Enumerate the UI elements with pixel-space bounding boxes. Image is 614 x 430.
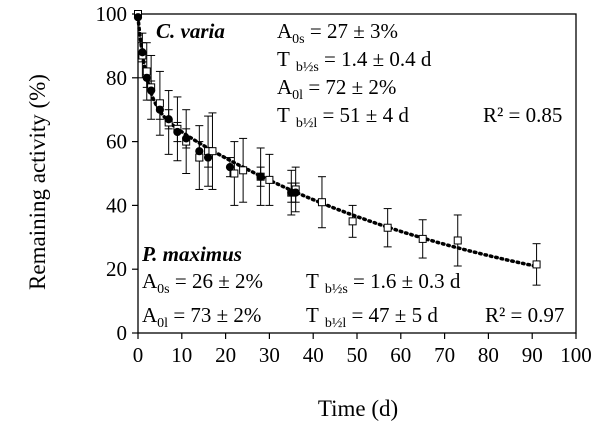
y-tick-label: 60 [106,130,127,154]
c-varia-point [383,223,392,232]
p-maximus-point [182,134,191,143]
p-maximus-point [256,172,265,181]
x-tick-label: 60 [390,343,411,367]
c-varia-point [348,217,357,226]
p-maximus-point [133,13,143,22]
c-varia-r2-annotation: R² = 0.85 [483,103,562,127]
c-varia-point [418,234,427,243]
c-varia-point [532,260,541,269]
c-varia-point [208,147,217,156]
y-tick-label: 40 [106,193,127,217]
x-tick-label: 90 [522,343,543,367]
y-axis: 0 20 40 60 80 100 [96,2,138,345]
p-maximus-point [195,147,204,156]
x-tick-label: 100 [560,343,592,367]
p-maximus-r2-annotation: R² = 0.97 [485,303,564,327]
c-varia-point [230,169,239,178]
fit-curve [136,15,539,269]
data-markers [133,10,541,269]
c-varia-point [317,198,326,207]
y-tick-label: 20 [106,257,127,281]
c-varia-point [453,236,462,245]
p-maximus-a0s-annotation: A0s = 26 ± 2% [142,269,263,297]
x-tick-label: 0 [133,343,144,367]
p-maximus-point [173,127,182,137]
x-axis: 0 10 20 30 40 50 60 70 80 90 100 [133,333,592,367]
x-tick-label: 10 [171,343,192,367]
x-tick-label: 40 [303,343,324,367]
p-maximus-point [164,115,173,124]
y-tick-label: 100 [96,2,128,26]
fit-curve-line [136,15,539,269]
p-maximus-point [225,163,235,172]
p-maximus-point [142,73,151,82]
p-maximus-series-label: P. maximus [141,242,242,266]
x-axis-label: Time (d) [318,396,398,421]
y-tick-label: 80 [106,66,127,90]
c-varia-series-label: C. varia [156,19,225,43]
c-varia-a0s-annotation: A0s = 27 ± 3% [277,19,398,47]
p-maximus-point [138,48,147,57]
c-varia-point [265,175,274,184]
p-maximus-point [147,86,156,95]
x-tick-label: 30 [259,343,280,367]
x-tick-label: 80 [478,343,499,367]
x-tick-label: 20 [215,343,236,367]
c-varia-point [239,166,248,175]
p-maximus-a0l-annotation: A0l = 73 ± 2% [142,303,261,331]
x-tick-label: 50 [347,343,368,367]
p-maximus-point [203,153,213,162]
y-axis-label: Remaining activity (%) [25,74,50,290]
y-tick-label: 0 [117,321,128,345]
p-maximus-point [155,105,164,114]
p-maximus-point [291,188,300,197]
c-varia-a0l-annotation: A0l = 72 ± 2% [277,75,396,103]
x-tick-label: 70 [434,343,455,367]
